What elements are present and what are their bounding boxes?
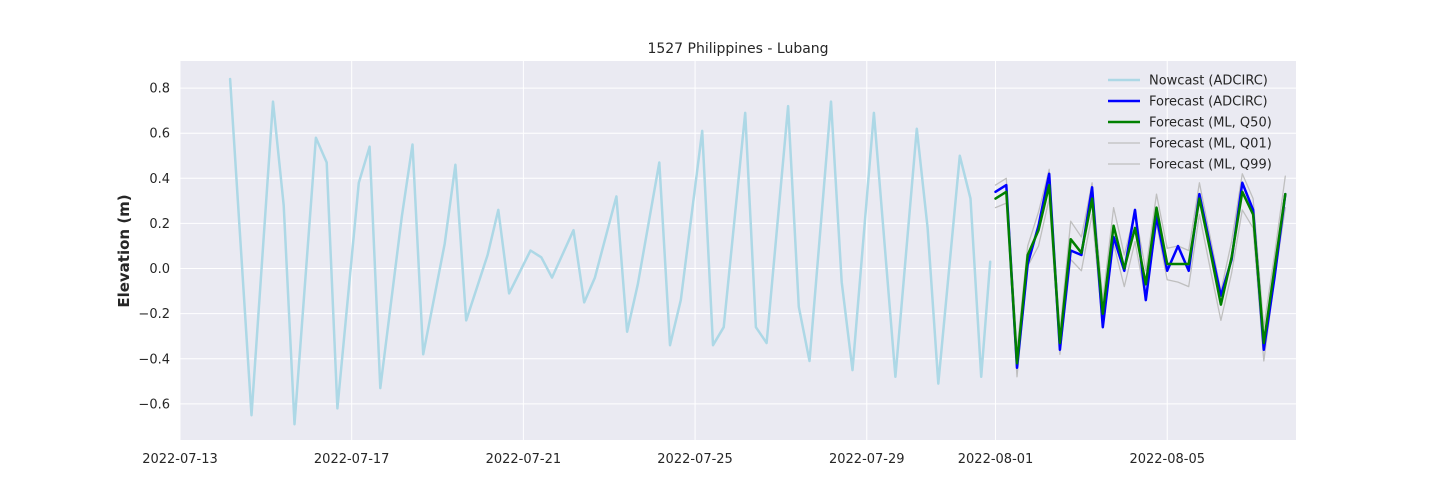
x-tick-label: 2022-07-17	[314, 452, 390, 467]
y-tick-label: 0.8	[149, 82, 170, 97]
series-line-4	[994, 168, 1286, 351]
legend-label: Nowcast (ADCIRC)	[1149, 74, 1268, 89]
legend-label: Forecast (ML, Q99)	[1149, 158, 1272, 173]
y-tick-label: −0.4	[138, 352, 170, 367]
x-tick-label: 2022-08-01	[958, 452, 1034, 467]
x-tick-labels: 2022-07-13 2022-07-17 2022-07-21 2022-07-25…	[142, 452, 1205, 467]
y-tick-labels: −0.6 −0.4 −0.2 0.0 0.2 0.4 0.6 0.8	[138, 82, 170, 413]
y-tick-label: −0.2	[138, 307, 170, 322]
series-line-0	[228, 77, 992, 426]
legend-label: Forecast (ADCIRC)	[1149, 95, 1268, 110]
legend: Nowcast (ADCIRC) Forecast (ADCIRC) Forecas…	[1108, 74, 1272, 173]
y-tick-label: 0.0	[149, 262, 170, 277]
x-tick-label: 2022-07-21	[486, 452, 562, 467]
x-tick-label: 2022-07-13	[142, 452, 218, 467]
legend-label: Forecast (ML, Q01)	[1149, 137, 1272, 152]
y-tick-label: 0.6	[149, 127, 170, 142]
y-axis-label: Elevation (m)	[115, 194, 133, 307]
y-tick-label: 0.4	[149, 172, 170, 187]
series-line-2	[994, 183, 1287, 365]
x-tick-label: 2022-07-25	[657, 452, 733, 467]
x-tick-label: 2022-08-05	[1129, 452, 1205, 467]
series-lines	[228, 77, 1287, 426]
x-tick-label: 2022-07-29	[829, 452, 905, 467]
chart-title: 1527 Philippines - Lubang	[647, 41, 828, 57]
y-tick-label: 0.2	[149, 217, 170, 232]
y-tick-label: −0.6	[138, 397, 170, 412]
legend-label: Forecast (ML, Q50)	[1149, 116, 1272, 131]
series-line-3	[994, 197, 1286, 378]
